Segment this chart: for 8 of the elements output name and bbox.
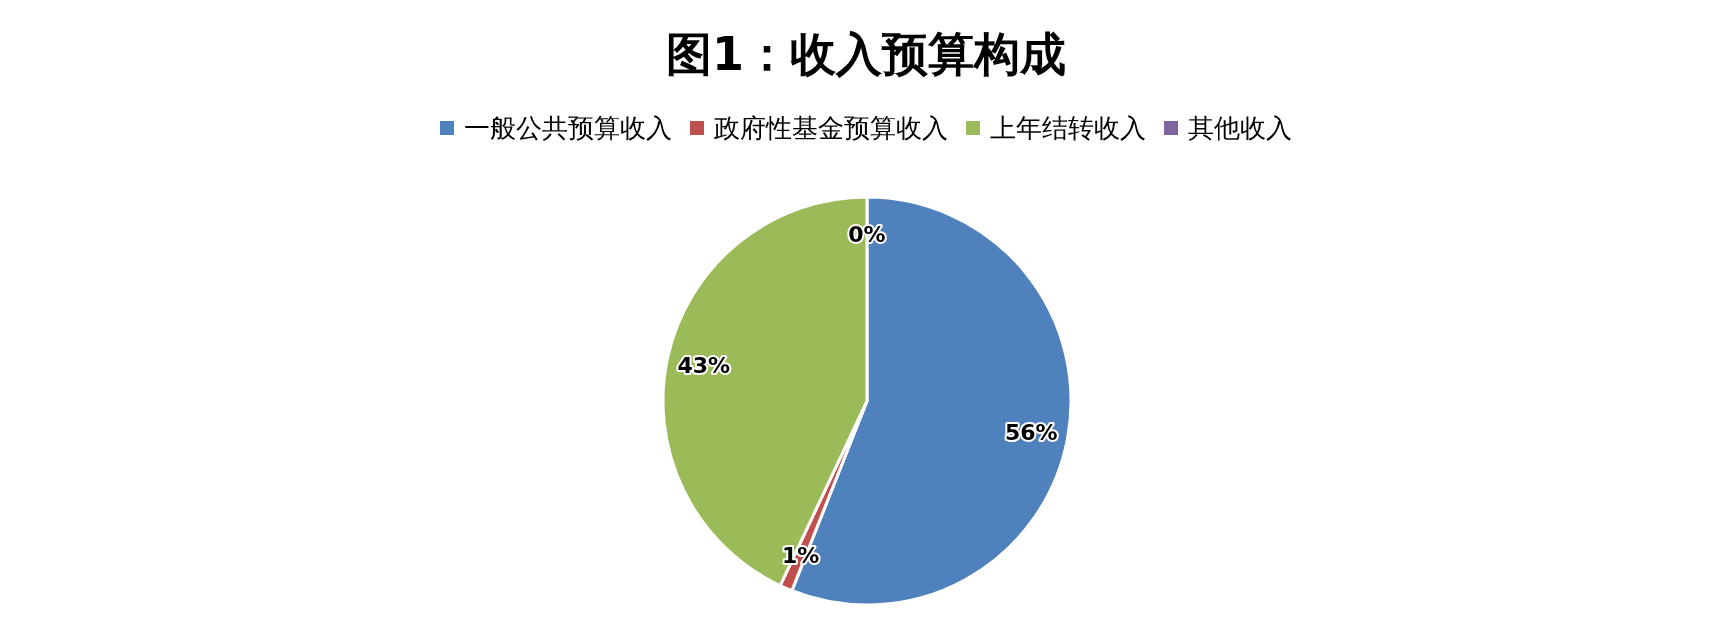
- legend-label: 一般公共预算收入: [464, 113, 672, 144]
- chart-title: 图1：收入预算构成: [665, 27, 1067, 81]
- data-label: 56%: [1004, 420, 1058, 446]
- legend-label: 政府性基金预算收入: [714, 113, 948, 144]
- data-label: 43%: [677, 352, 731, 378]
- legend-label: 其他收入: [1188, 113, 1292, 144]
- legend-label: 上年结转收入: [990, 113, 1146, 144]
- text: 0%: [848, 221, 886, 247]
